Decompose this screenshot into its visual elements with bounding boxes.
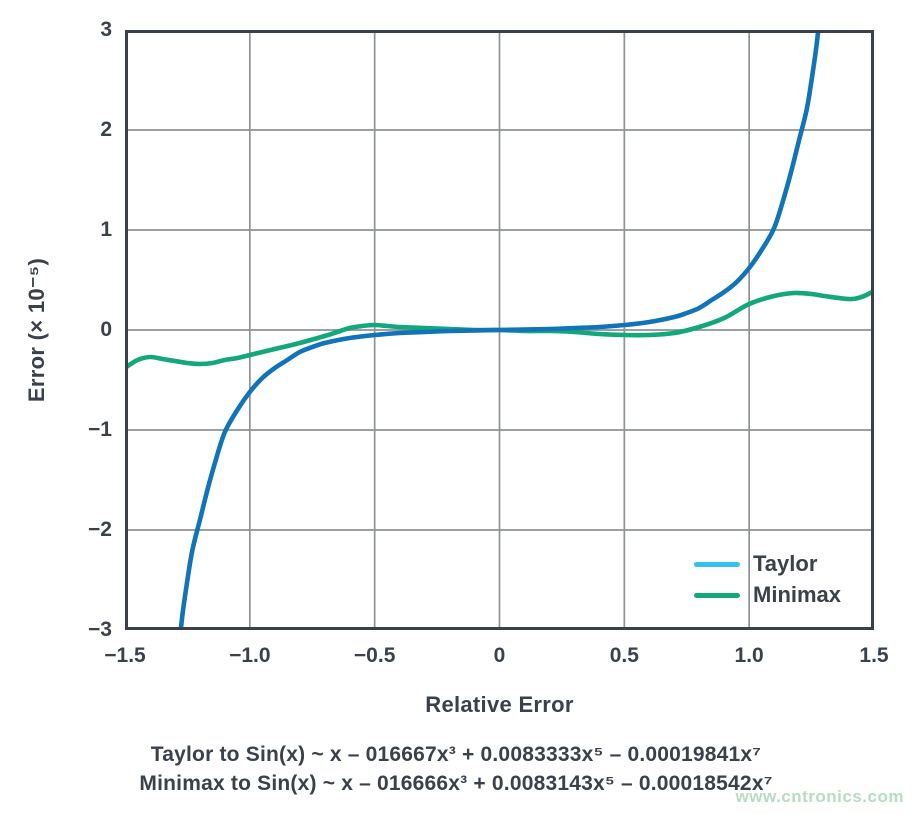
- taylor-formula: Taylor to Sin(x) ~ x – 016667x³ + 0.0083…: [150, 743, 762, 766]
- y-tick-label: 2: [100, 118, 112, 141]
- minimax-legend-swatch: [694, 592, 740, 598]
- legend-item-taylor: Taylor: [694, 551, 841, 577]
- y-tick-label: −3: [88, 618, 112, 641]
- x-tick-label: −1.0: [229, 644, 271, 667]
- minimax-curve: [125, 288, 874, 371]
- y-tick-label: 0: [100, 318, 112, 341]
- y-tick-label: 3: [100, 18, 112, 41]
- legend-item-minimax: Minimax: [694, 582, 841, 608]
- chart-legend: Taylor Minimax: [694, 551, 841, 613]
- x-tick-label: −0.5: [353, 644, 396, 667]
- x-axis-title: Relative Error: [425, 692, 574, 717]
- x-tick-label: 0: [493, 644, 506, 667]
- axis-frame: [125, 30, 874, 630]
- chart-canvas: [125, 30, 874, 630]
- plot-area: [125, 30, 874, 630]
- taylor-legend-swatch: [694, 561, 740, 567]
- x-tick-label: 0.5: [609, 644, 639, 667]
- approximation-formulas: Taylor to Sin(x) ~ x – 016667x³ + 0.0083…: [0, 740, 912, 798]
- x-tick-label: −1.5: [104, 644, 146, 667]
- x-tick-label: 1.0: [734, 644, 764, 667]
- y-tick-label: −1: [88, 418, 112, 441]
- taylor-curve: [178, 30, 821, 630]
- legend-label: Minimax: [753, 582, 842, 607]
- y-tick-label: −2: [88, 518, 112, 541]
- minimax-formula: Minimax to Sin(x) ~ x – 016666x³ + 0.008…: [139, 772, 773, 795]
- legend-label: Taylor: [753, 551, 818, 576]
- y-tick-label: 1: [100, 218, 112, 241]
- x-tick-label: 1.5: [859, 644, 889, 667]
- watermark: www.cntronics.com: [735, 787, 904, 806]
